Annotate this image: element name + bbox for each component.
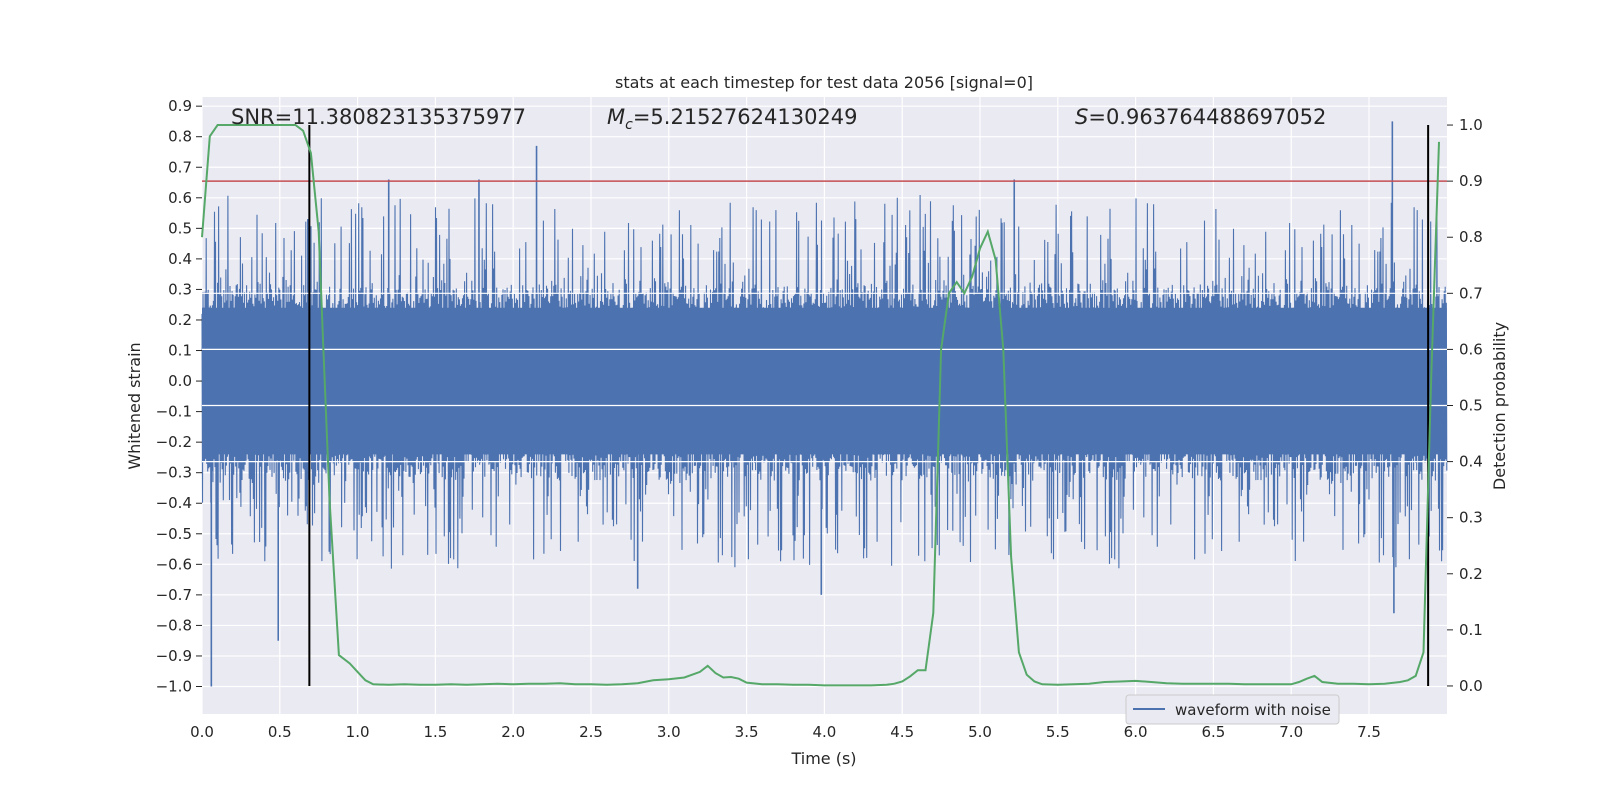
waveform-series <box>201 121 1448 687</box>
y-tick-label: 0.3 <box>168 280 192 298</box>
y-right-tick-label: 0.7 <box>1459 284 1483 302</box>
y-right-tick-label: 0.5 <box>1459 397 1483 415</box>
x-tick-label: 6.0 <box>1124 723 1148 741</box>
y-right-tick-label: 0.8 <box>1459 228 1483 246</box>
waveform-core <box>202 307 1447 455</box>
legend: waveform with noise <box>1125 694 1340 725</box>
chirp-mass-subscript: c <box>625 117 633 133</box>
y-tick-label: 0.8 <box>168 128 192 146</box>
y-tick-label: −0.6 <box>156 555 192 573</box>
snr-annotation: SNR=11.380823135375977 <box>231 105 526 129</box>
x-tick-label: 5.0 <box>968 723 992 741</box>
y-tick-label: −0.5 <box>156 525 192 543</box>
y-tick-label: 0.2 <box>168 311 192 329</box>
y-right-tick-label: 0.3 <box>1459 509 1483 527</box>
y-right-tick-label: 0.9 <box>1459 172 1483 190</box>
y-tick-label: 0.1 <box>168 342 192 360</box>
y-right-tick-label: 0.1 <box>1459 621 1483 639</box>
x-tick-label: 1.0 <box>346 723 370 741</box>
x-tick-label: 1.5 <box>423 723 447 741</box>
y-tick-label: −0.4 <box>156 494 192 512</box>
x-tick-label: 4.5 <box>890 723 914 741</box>
y-tick-label: −1.0 <box>156 678 192 696</box>
y-tick-label: 0.6 <box>168 189 192 207</box>
legend-label: waveform with noise <box>1175 701 1331 719</box>
x-tick-label: 7.0 <box>1279 723 1303 741</box>
x-tick-label: 2.5 <box>579 723 603 741</box>
axes: 0.0 0.5 1.0 1.5 2.0 2.5 3.0 3.5 4.0 4.5 5.0 5.5 6.0 6… <box>156 97 1483 741</box>
chirp-mass-symbol: M <box>607 105 625 129</box>
x-tick-label: 5.5 <box>1046 723 1070 741</box>
x-axis-label: Time (s) <box>790 749 856 768</box>
y-tick-label: 0.0 <box>168 372 192 390</box>
y-axis-label: Whitened strain <box>125 342 144 469</box>
y-tick-label: −0.7 <box>156 586 192 604</box>
x-tick-label: 0.5 <box>268 723 292 741</box>
chart-title: stats at each timestep for test data 205… <box>615 73 1033 92</box>
x-tick-label: 2.0 <box>501 723 525 741</box>
x-tick-label: 3.0 <box>657 723 681 741</box>
score-annotation: S=0.963764488697052 <box>1075 105 1326 129</box>
y-tick-label: −0.9 <box>156 647 192 665</box>
y-tick-label: −0.1 <box>156 403 192 421</box>
x-tick-label: 4.0 <box>812 723 836 741</box>
y-right-tick-label: 0.6 <box>1459 340 1483 358</box>
y-right-tick-label: 0.4 <box>1459 453 1483 471</box>
x-tick-label: 0.0 <box>190 723 214 741</box>
y-tick-label: 0.5 <box>168 219 192 237</box>
x-tick-label: 3.5 <box>735 723 759 741</box>
chirp-mass-annotation: Mc=5.21527624130249 <box>607 105 858 133</box>
y-right-tick-label: 0.0 <box>1459 677 1483 695</box>
y-tick-label: −0.3 <box>156 464 192 482</box>
y-tick-label: −0.2 <box>156 433 192 451</box>
x-tick-label: 7.5 <box>1357 723 1381 741</box>
overlay <box>201 124 1447 687</box>
y-axis-right-label: Detection probability <box>1490 322 1509 490</box>
y-right-tick-label: 1.0 <box>1459 116 1483 134</box>
y-right-tick-label: 0.2 <box>1459 565 1483 583</box>
y-tick-label: 0.9 <box>168 97 192 115</box>
y-tick-label: −0.8 <box>156 616 192 634</box>
probability-line <box>201 124 1440 687</box>
y-tick-label: 0.4 <box>168 250 192 268</box>
chirp-mass-value: =5.21527624130249 <box>633 105 858 129</box>
legend-box <box>1125 694 1340 725</box>
y-tick-label: 0.7 <box>168 158 192 176</box>
score-symbol: S <box>1075 105 1088 129</box>
x-tick-label: 6.5 <box>1201 723 1225 741</box>
score-value: =0.963764488697052 <box>1088 105 1326 129</box>
